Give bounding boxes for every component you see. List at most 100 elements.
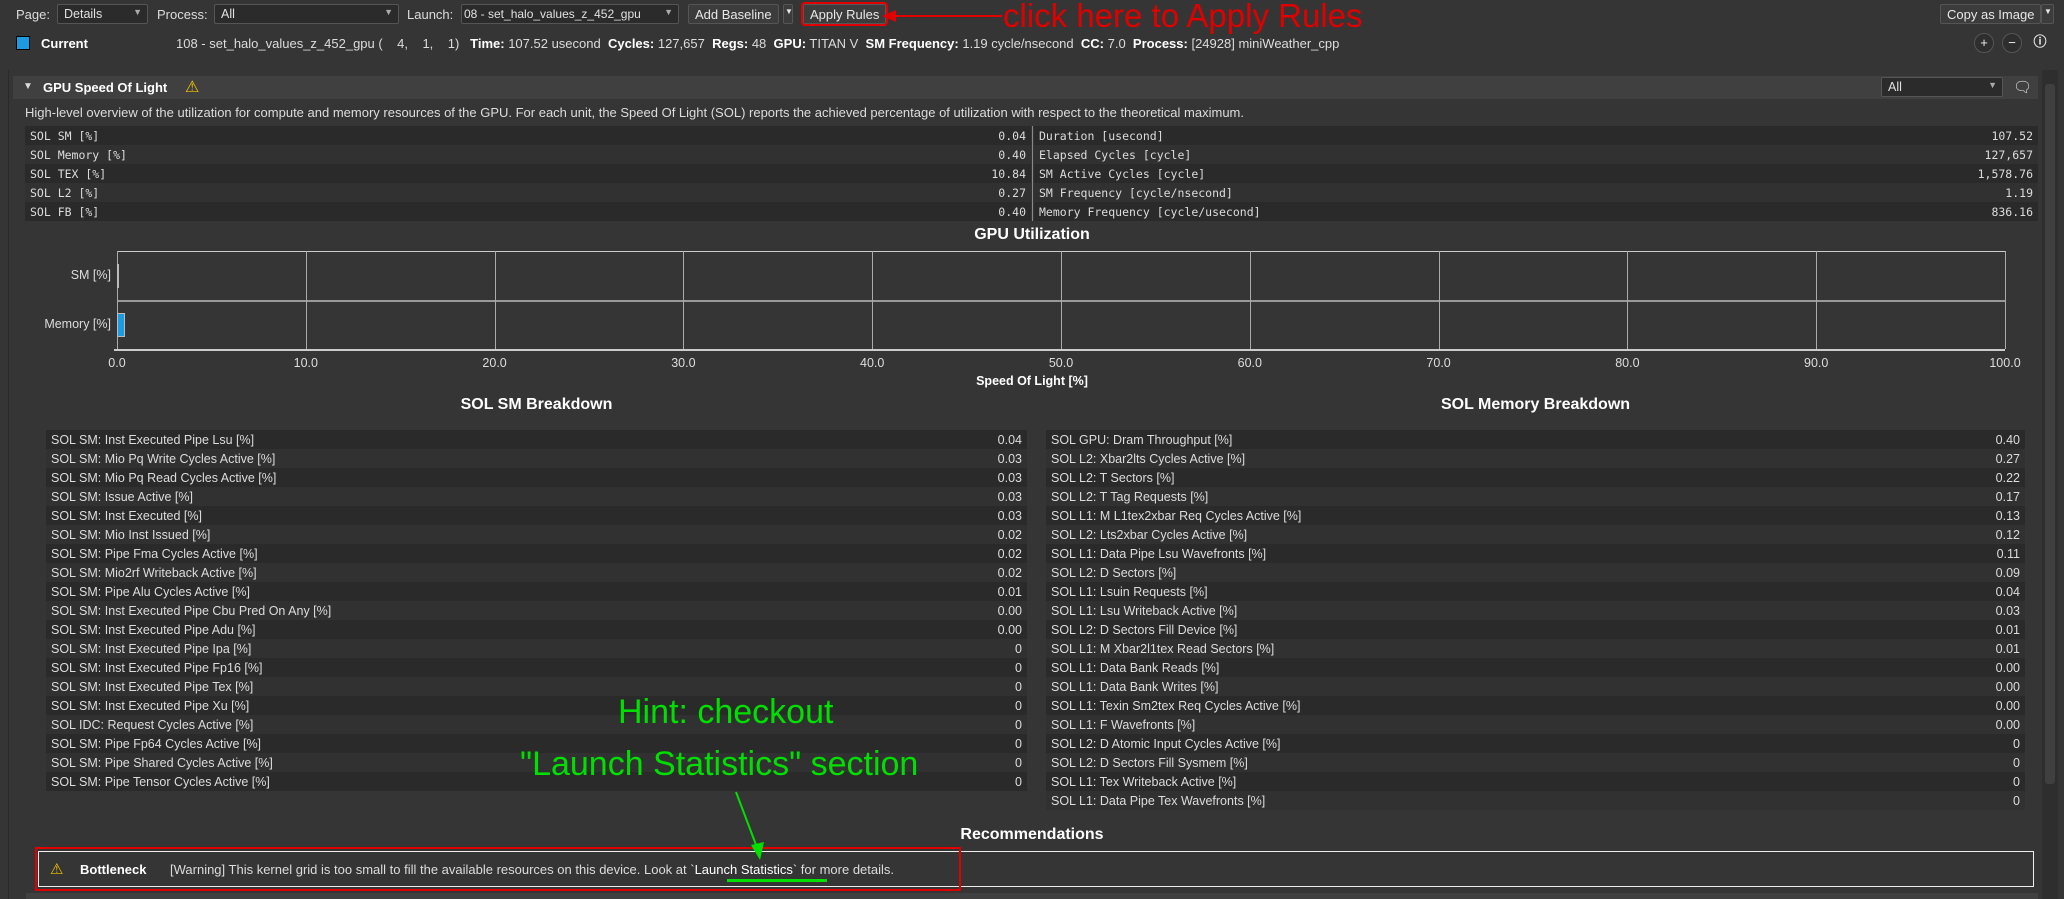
info-icon[interactable]: ⓘ <box>2033 34 2047 49</box>
metric-value: 0.00 <box>1995 679 2020 694</box>
metric-value: 0.09 <box>1995 565 2020 580</box>
table-row: SOL SM: Inst Executed Pipe Fp16 [%] 0 <box>46 658 1027 677</box>
metric-value: 1,578.76 <box>1977 166 2033 181</box>
current-result-info: 108 - set_halo_values_z_452_gpu ( 4, 1, … <box>176 36 1340 51</box>
x-tick-label: 30.0 <box>671 356 696 370</box>
metric-name: SOL SM: Pipe Fp64 Cycles Active [%] <box>51 736 262 751</box>
comment-icon[interactable]: 🗨 <box>2013 79 2033 96</box>
table-row: SOL GPU: Dram Throughput [%] 0.40 <box>1046 430 2025 449</box>
table-row: SOL SM: Pipe Fma Cycles Active [%] 0.02 <box>46 544 1027 563</box>
zoom-out-icon[interactable]: − <box>2002 33 2022 53</box>
table-row: SOL L1: M Xbar2l1tex Read Sectors [%] 0.0… <box>1046 639 2025 658</box>
section-filter-select[interactable]: All ▼ <box>1881 77 2003 97</box>
metric-name: SOL SM: Inst Executed Pipe Cbu Pred On A… <box>51 603 332 618</box>
metric-value: 0.02 <box>997 565 1022 580</box>
section-header[interactable]: ▼ GPU Speed Of Light ⚠ All ▼ 🗨 <box>13 76 2038 99</box>
launch-statistics-link[interactable]: Launch Statistics <box>694 862 793 877</box>
metric-name: SOL L2: D Sectors Fill Sysmem [%] <box>1051 755 1248 770</box>
process-label: Process: <box>157 7 208 22</box>
metric-name: SOL SM: Pipe Fma Cycles Active [%] <box>51 546 258 561</box>
gridline <box>683 251 685 349</box>
metric-value: 0.40 <box>998 147 1026 162</box>
table-row: Elapsed Cycles [cycle] 127,657 <box>1034 145 2038 164</box>
metric-name: SOL IDC: Request Cycles Active [%] <box>51 717 254 732</box>
metric-name: SM Frequency [cycle/nsecond] <box>1039 185 1233 200</box>
metric-name: SOL L1: Tex Writeback Active [%] <box>1051 774 1237 789</box>
metric-value: 0 <box>1015 774 1022 789</box>
filter-value: All <box>1888 80 1902 94</box>
table-row: SOL L1: F Wavefronts [%] 0.00 <box>1046 715 2025 734</box>
table-row: SOL SM: Pipe Fp64 Cycles Active [%] 0 <box>46 734 1027 753</box>
annotation-box-red <box>35 847 961 891</box>
metric-value: 0 <box>2013 793 2020 808</box>
table-row: SOL SM: Inst Executed Pipe Adu [%] 0.00 <box>46 620 1027 639</box>
metric-name: SOL L1: Data Bank Writes [%] <box>1051 679 1219 694</box>
add-baseline-button[interactable]: Add Baseline <box>688 4 779 24</box>
table-row: SOL SM: Inst Executed Pipe Ipa [%] 0 <box>46 639 1027 658</box>
metric-value: 1.19 <box>2005 185 2033 200</box>
table-row: SM Frequency [cycle/nsecond] 1.19 <box>1034 183 2038 202</box>
table-row: SOL SM: Inst Executed [%] 0.03 <box>46 506 1027 525</box>
table-row: SOL Memory [%] 0.40 <box>25 145 1031 164</box>
metric-value: 0 <box>1015 717 1022 732</box>
table-row: SOL SM: Mio Inst Issued [%] 0.02 <box>46 525 1027 544</box>
zoom-in-icon[interactable]: + <box>1974 33 1994 53</box>
y-category-label: SM [%] <box>70 267 111 282</box>
table-row: SOL L2: D Atomic Input Cycles Active [%]… <box>1046 734 2025 753</box>
baseline-dropdown-button[interactable]: ▼ <box>783 4 793 24</box>
table-row: SOL L1: Texin Sm2tex Req Cycles Active [… <box>1046 696 2025 715</box>
metric-value: 0.40 <box>1995 432 2020 447</box>
x-tick-label: 90.0 <box>1804 356 1829 370</box>
metric-value: 836.16 <box>1991 204 2033 219</box>
table-row: SOL L1: Data Bank Writes [%] 0.00 <box>1046 677 2025 696</box>
metric-value: 0 <box>1015 641 1022 656</box>
metric-name: SOL L2: D Atomic Input Cycles Active [%] <box>1051 736 1281 751</box>
metric-name: SOL SM: Inst Executed Pipe Xu [%] <box>51 698 250 713</box>
recommendations-title: Recommendations <box>960 826 1104 843</box>
metric-value: 0 <box>2013 736 2020 751</box>
metric-value: 0.17 <box>1995 489 2020 504</box>
gpu-utilization-chart: 0.0 10.0 20.0 30.0 40.0 50.0 60.0 70.0 80.0 90.0 1… <box>0 0 2040 380</box>
launch-value: 08 - set_halo_values_z_452_gpu <box>464 7 641 21</box>
metric-name: SOL L1: Data Pipe Lsu Wavefronts [%] <box>1051 546 1267 561</box>
apply-rules-button[interactable]: Apply Rules <box>800 2 889 26</box>
chevron-down-icon: ▼ <box>133 7 142 17</box>
annotation-underline-green <box>727 879 827 882</box>
copy-as-image-button[interactable]: Copy as Image <box>1940 4 2042 24</box>
table-row: SOL SM: Mio Pq Write Cycles Active [%] 0.… <box>46 449 1027 468</box>
gridline <box>117 251 118 349</box>
metric-value: 127,657 <box>1984 147 2033 162</box>
process-value: All <box>221 7 235 21</box>
copy-dropdown-button[interactable]: ▼ <box>2041 4 2054 24</box>
metric-name: SOL L1: F Wavefronts [%] <box>1051 717 1196 732</box>
table-row: SM Active Cycles [cycle] 1,578.76 <box>1034 164 2038 183</box>
scrollbar[interactable] <box>2042 70 2058 899</box>
metric-value: 0.01 <box>1995 641 2020 656</box>
metric-value: 0.22 <box>1995 470 2020 485</box>
gridline <box>494 251 496 349</box>
scrollbar-thumb[interactable] <box>2045 84 2055 784</box>
metric-name: SOL SM: Pipe Shared Cycles Active [%] <box>51 755 273 770</box>
collapse-icon[interactable]: ▼ <box>23 81 33 92</box>
x-tick-label: 80.0 <box>1615 356 1640 370</box>
table-row: SOL IDC: Request Cycles Active [%] 0 <box>46 715 1027 734</box>
metric-name: Duration [usecond] <box>1039 128 1164 143</box>
table-row: SOL SM: Pipe Tensor Cycles Active [%] 0 <box>46 772 1027 791</box>
table-row: SOL SM: Issue Active [%] 0.03 <box>46 487 1027 506</box>
table-row: SOL L2: T Tag Requests [%] 0.17 <box>1046 487 2025 506</box>
x-tick-label: 100.0 <box>1989 356 2021 370</box>
page-value: Details <box>64 7 103 21</box>
launch-select[interactable]: 08 - set_halo_values_z_452_gpu ▼ <box>461 4 679 24</box>
table-row: SOL L2: Lts2xbar Cycles Active [%] 0.12 <box>1046 525 2025 544</box>
process-select[interactable]: All ▼ <box>214 4 399 24</box>
y-category-label: Memory [%] <box>44 316 111 331</box>
metric-name: SOL SM: Issue Active [%] <box>51 489 193 504</box>
annotation-apply-hint: click here to Apply Rules <box>1003 0 1363 34</box>
metric-value: 0 <box>1015 679 1022 694</box>
table-row: SOL FB [%] 0.40 <box>25 202 1031 221</box>
metric-name: SOL L2: T Tag Requests [%] <box>1051 489 1209 504</box>
table-row: SOL SM [%] 0.04 <box>25 126 1031 145</box>
launch-label: Launch: <box>407 7 454 22</box>
metric-name: SOL SM: Inst Executed Pipe Adu [%] <box>51 622 256 637</box>
page-select[interactable]: Details ▼ <box>57 4 148 24</box>
